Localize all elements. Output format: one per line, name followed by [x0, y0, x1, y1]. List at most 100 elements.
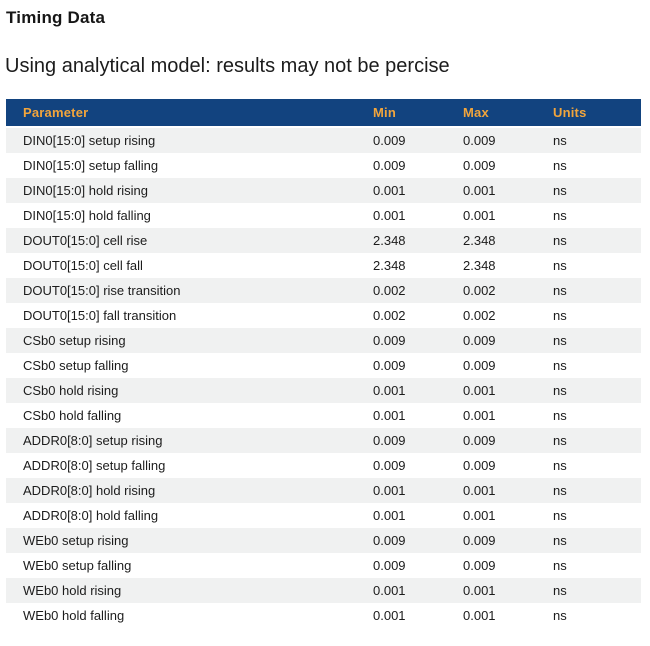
- table-row: DOUT0[15:0] cell rise 2.348 2.348 ns: [6, 228, 641, 253]
- parameter-cell: WEb0 setup falling: [6, 553, 356, 578]
- parameter-cell: DOUT0[15:0] cell fall: [6, 253, 356, 278]
- page-title: Timing Data: [6, 8, 106, 27]
- timing-report-page: Timing Data Using analytical model: resu…: [0, 8, 650, 646]
- min-cell: 0.002: [356, 278, 446, 303]
- table-row: CSb0 setup falling 0.009 0.009 ns: [6, 353, 641, 378]
- parameter-cell: ADDR0[8:0] setup falling: [6, 453, 356, 478]
- min-cell: 0.001: [356, 403, 446, 428]
- max-cell: 2.348: [446, 228, 536, 253]
- min-cell: 2.348: [356, 253, 446, 278]
- table-row: DOUT0[15:0] rise transition 0.002 0.002 …: [6, 278, 641, 303]
- max-cell: 0.009: [446, 127, 536, 153]
- table-row: WEb0 hold falling 0.001 0.001 ns: [6, 603, 641, 628]
- timing-table-body: DIN0[15:0] setup rising 0.009 0.009 ns D…: [6, 127, 641, 628]
- min-cell: 0.001: [356, 503, 446, 528]
- min-cell: 0.001: [356, 478, 446, 503]
- table-row: ADDR0[8:0] setup falling 0.009 0.009 ns: [6, 453, 641, 478]
- parameter-cell: DOUT0[15:0] cell rise: [6, 228, 356, 253]
- parameter-cell: WEb0 setup rising: [6, 528, 356, 553]
- table-row: DIN0[15:0] setup falling 0.009 0.009 ns: [6, 153, 641, 178]
- max-cell: 0.001: [446, 178, 536, 203]
- table-row: DOUT0[15:0] fall transition 0.002 0.002 …: [6, 303, 641, 328]
- min-cell: 0.009: [356, 553, 446, 578]
- units-cell: ns: [536, 503, 641, 528]
- table-row: WEb0 hold rising 0.001 0.001 ns: [6, 578, 641, 603]
- parameter-cell: ADDR0[8:0] setup rising: [6, 428, 356, 453]
- units-cell: ns: [536, 153, 641, 178]
- units-cell: ns: [536, 528, 641, 553]
- max-cell: 0.001: [446, 403, 536, 428]
- column-header-units: Units: [536, 99, 641, 128]
- max-cell: 0.009: [446, 553, 536, 578]
- parameter-cell: ADDR0[8:0] hold falling: [6, 503, 356, 528]
- page-subtitle: Using analytical model: results may not …: [5, 55, 450, 77]
- column-header-max: Max: [446, 99, 536, 128]
- table-row: ADDR0[8:0] hold rising 0.001 0.001 ns: [6, 478, 641, 503]
- min-cell: 0.001: [356, 578, 446, 603]
- max-cell: 0.009: [446, 428, 536, 453]
- min-cell: 0.009: [356, 528, 446, 553]
- units-cell: ns: [536, 178, 641, 203]
- units-cell: ns: [536, 428, 641, 453]
- units-cell: ns: [536, 228, 641, 253]
- table-row: DIN0[15:0] setup rising 0.009 0.009 ns: [6, 127, 641, 153]
- max-cell: 0.009: [446, 353, 536, 378]
- column-header-parameter: Parameter: [6, 99, 356, 128]
- units-cell: ns: [536, 203, 641, 228]
- units-cell: ns: [536, 278, 641, 303]
- table-row: ADDR0[8:0] hold falling 0.001 0.001 ns: [6, 503, 641, 528]
- timing-table-header: Parameter Min Max Units: [6, 99, 641, 128]
- units-cell: ns: [536, 303, 641, 328]
- parameter-cell: DIN0[15:0] hold rising: [6, 178, 356, 203]
- units-cell: ns: [536, 353, 641, 378]
- parameter-cell: DOUT0[15:0] rise transition: [6, 278, 356, 303]
- timing-data-table: Parameter Min Max Units DIN0[15:0] setup…: [6, 99, 641, 628]
- parameter-cell: CSb0 hold rising: [6, 378, 356, 403]
- units-cell: ns: [536, 127, 641, 153]
- units-cell: ns: [536, 553, 641, 578]
- max-cell: 0.001: [446, 478, 536, 503]
- max-cell: 0.002: [446, 303, 536, 328]
- units-cell: ns: [536, 453, 641, 478]
- parameter-cell: CSb0 setup rising: [6, 328, 356, 353]
- table-row: ADDR0[8:0] setup rising 0.009 0.009 ns: [6, 428, 641, 453]
- parameter-cell: DIN0[15:0] setup rising: [6, 127, 356, 153]
- units-cell: ns: [536, 603, 641, 628]
- max-cell: 0.009: [446, 528, 536, 553]
- min-cell: 0.001: [356, 203, 446, 228]
- min-cell: 0.001: [356, 378, 446, 403]
- min-cell: 0.009: [356, 153, 446, 178]
- parameter-cell: ADDR0[8:0] hold rising: [6, 478, 356, 503]
- parameter-cell: CSb0 hold falling: [6, 403, 356, 428]
- max-cell: 2.348: [446, 253, 536, 278]
- max-cell: 0.001: [446, 378, 536, 403]
- parameter-cell: CSb0 setup falling: [6, 353, 356, 378]
- min-cell: 0.009: [356, 453, 446, 478]
- units-cell: ns: [536, 253, 641, 278]
- table-row: WEb0 setup falling 0.009 0.009 ns: [6, 553, 641, 578]
- table-row: CSb0 hold falling 0.001 0.001 ns: [6, 403, 641, 428]
- max-cell: 0.009: [446, 453, 536, 478]
- header-row: Parameter Min Max Units: [6, 99, 641, 128]
- min-cell: 0.001: [356, 603, 446, 628]
- parameter-cell: DIN0[15:0] setup falling: [6, 153, 356, 178]
- table-row: DIN0[15:0] hold falling 0.001 0.001 ns: [6, 203, 641, 228]
- column-header-min: Min: [356, 99, 446, 128]
- units-cell: ns: [536, 378, 641, 403]
- min-cell: 0.009: [356, 428, 446, 453]
- max-cell: 0.001: [446, 578, 536, 603]
- parameter-cell: WEb0 hold falling: [6, 603, 356, 628]
- max-cell: 0.002: [446, 278, 536, 303]
- units-cell: ns: [536, 478, 641, 503]
- units-cell: ns: [536, 328, 641, 353]
- max-cell: 0.001: [446, 203, 536, 228]
- parameter-cell: DIN0[15:0] hold falling: [6, 203, 356, 228]
- units-cell: ns: [536, 403, 641, 428]
- min-cell: 0.009: [356, 127, 446, 153]
- max-cell: 0.009: [446, 153, 536, 178]
- table-row: DIN0[15:0] hold rising 0.001 0.001 ns: [6, 178, 641, 203]
- table-row: WEb0 setup rising 0.009 0.009 ns: [6, 528, 641, 553]
- max-cell: 0.001: [446, 503, 536, 528]
- table-row: DOUT0[15:0] cell fall 2.348 2.348 ns: [6, 253, 641, 278]
- units-cell: ns: [536, 578, 641, 603]
